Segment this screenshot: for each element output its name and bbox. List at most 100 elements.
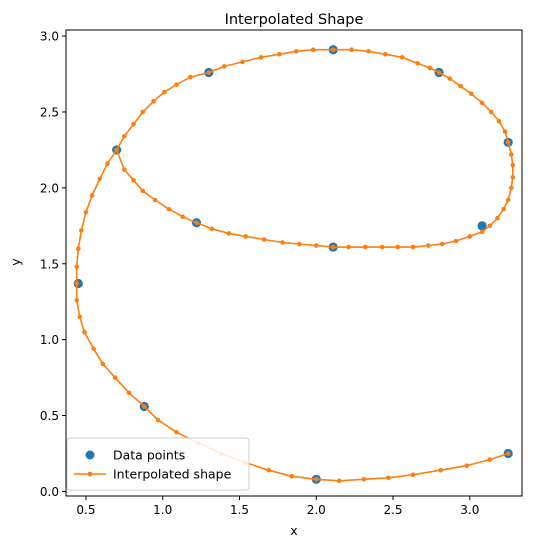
legend-data-points-marker [85,450,95,460]
interpolated-point [310,47,316,53]
interpolated-point [152,197,158,203]
interpolated-point [261,237,267,242]
interpolated-point [336,478,342,484]
interpolated-point [361,477,367,482]
interpolated-point [112,375,118,380]
interpolated-point [97,176,103,182]
interpolated-point [243,234,248,239]
interpolated-point [458,83,463,89]
interpolated-point [330,244,336,250]
legend-interpolated-label: Interpolated shape [113,467,232,482]
interpolated-point [363,244,368,250]
interpolated-point [496,118,502,124]
interpolated-point [502,129,508,135]
interpolated-point [395,244,400,250]
interpolated-point [501,206,506,212]
interpolated-point [266,467,271,473]
interpolated-point [508,152,514,157]
interpolated-point [74,264,80,270]
interpolated-point [105,161,110,166]
interpolated-point [510,162,516,168]
interpolated-point [289,473,294,479]
interpolated-point [151,99,156,104]
interpolated-point [410,244,416,250]
interpolated-point [74,281,80,286]
plot-series [73,45,516,484]
interpolated-point [100,361,106,367]
interpolated-point [488,109,494,115]
x-tick-label: 2.5 [383,503,402,517]
legend-box [66,437,250,491]
x-tick-label: 1.5 [230,503,249,517]
chart-title: Interpolated Shape [225,12,364,28]
interpolated-point [131,177,136,183]
axis-ticks: 0.5 1.0 1.5 2.0 2.5 3.0 0.0 0.5 1.0 1.5 2.0 2.5 3.0 [40,30,479,517]
interpolated-point [140,109,146,115]
interpolated-point [206,70,212,75]
y-tick-label: 2.0 [40,181,59,195]
interpolated-point [415,61,420,66]
y-tick-label: 3.0 [40,30,59,44]
interpolated-point [346,244,351,250]
interpolated-point [77,314,83,320]
interpolated-point [122,167,127,172]
interpolated-point [131,121,136,127]
legend-data-points-label: Data points [113,448,185,463]
interpolated-point [161,89,167,95]
interpolated-point [240,59,245,65]
interpolated-point [114,147,119,153]
interpolated-point [464,463,470,468]
interpolated-point [221,64,227,69]
y-tick-label: 0.5 [40,409,59,423]
data-point [477,221,487,231]
y-tick-label: 1.5 [40,257,59,271]
interpolated-point [453,238,459,244]
interpolated-point [467,234,473,239]
interpolated-point [487,457,493,462]
interpolated-point [399,55,405,60]
interpolated-point [174,429,179,435]
interpolated-point [330,47,336,53]
interpolated-point [487,223,493,229]
y-tick-label: 2.5 [40,105,59,119]
interpolated-point [508,185,514,191]
interpolated-point [75,246,81,251]
interpolated-point [166,206,172,212]
y-tick-label: 0.0 [40,485,59,499]
plot-frame [65,29,523,497]
interpolated-point [89,193,95,198]
x-axis-label: x [290,523,297,538]
interpolated-point [140,188,146,194]
interpolated-point [82,329,87,335]
interpolated-point [209,226,215,232]
interpolated-point [383,51,388,57]
interpolated-point [126,390,132,396]
interpolated-point [313,477,319,482]
x-tick-label: 0.5 [76,503,95,517]
interpolated-point [436,70,442,75]
interpolated-point [79,228,84,233]
interpolated-point [479,100,485,106]
interpolated-point [155,417,161,423]
x-tick-label: 2.0 [307,503,326,517]
interpolated-point [83,209,89,215]
interpolated-point [438,467,443,473]
interpolated-point [280,240,285,245]
interpolated-point [122,133,127,139]
interpolated-point [74,297,80,303]
interpolated-point [505,197,511,203]
interpolated-point [297,241,302,247]
interpolated-point [277,51,282,57]
x-tick-label: 3.0 [460,503,479,517]
interpolated-point [313,243,319,248]
interpolated-point [439,241,445,247]
interpolated-point [505,451,511,456]
interpolated-point [349,47,354,53]
interpolated-point [505,140,511,145]
interpolated-point [180,214,185,220]
interpolated-point [469,91,474,97]
interpolated-point [447,76,453,81]
interpolated-point [174,82,179,87]
interpolated-point [495,215,500,221]
